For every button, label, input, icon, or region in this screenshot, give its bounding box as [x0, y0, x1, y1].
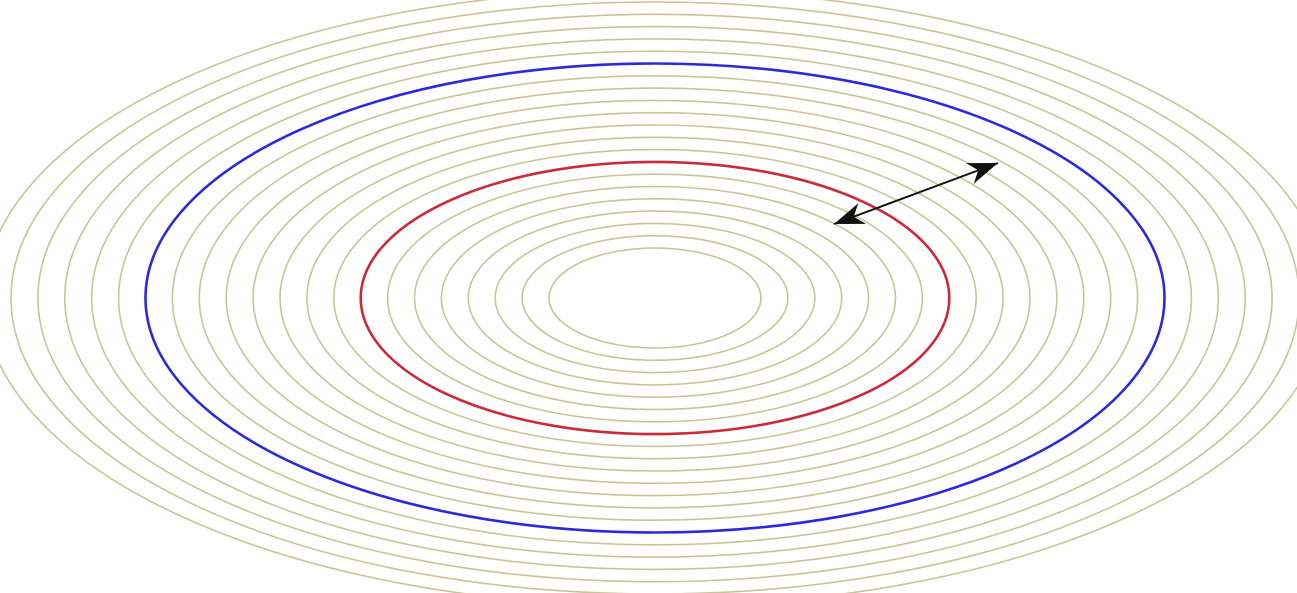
contour-ring [413, 185, 897, 411]
contour-ring [225, 99, 1085, 497]
contour-ring [252, 111, 1058, 485]
contour-ring [144, 62, 1166, 534]
highlighted-contours [144, 62, 1166, 534]
contour-ring [332, 148, 978, 448]
contour-ring [548, 247, 762, 349]
outer-highlighted-contour [144, 62, 1166, 534]
arrow-head-inner [834, 203, 866, 224]
arrow-shaft [833, 162, 999, 225]
arrow-head-outer [966, 163, 998, 184]
contour-ring [521, 234, 789, 362]
inner-highlighted-contour [359, 160, 951, 436]
contour-ring [306, 136, 1004, 460]
contour-ring [10, 1, 1297, 593]
contour-ring [386, 173, 924, 423]
contour-ring [359, 161, 951, 435]
contour-ring [467, 210, 843, 386]
contour-ring [494, 222, 816, 374]
contour-ring [440, 198, 870, 398]
contour-ring [171, 75, 1139, 521]
contour-ring [63, 25, 1247, 571]
contour-ring [117, 50, 1193, 546]
contour-ring [90, 38, 1220, 558]
contour-ring [279, 124, 1031, 472]
double-headed-arrow [833, 162, 999, 225]
contour-ring [198, 87, 1112, 509]
contour-ring [37, 13, 1273, 583]
